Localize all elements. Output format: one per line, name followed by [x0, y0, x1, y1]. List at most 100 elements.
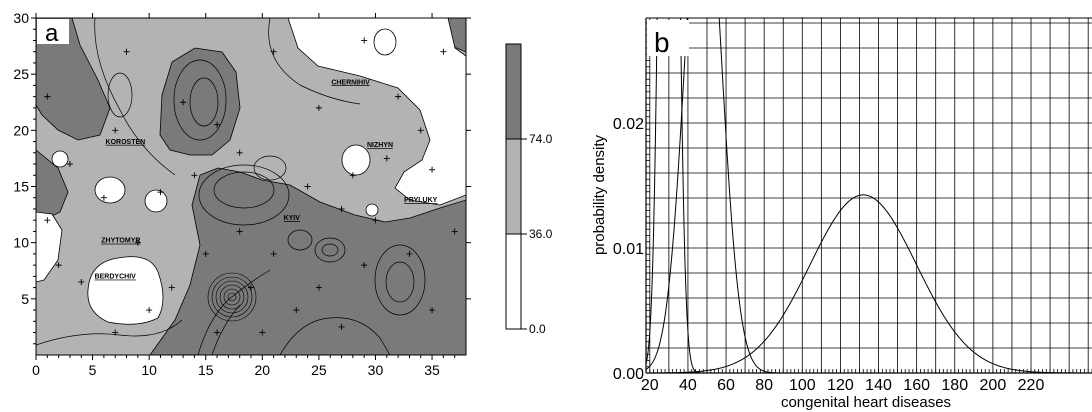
sample-point	[134, 239, 141, 246]
sample-point	[440, 48, 447, 55]
colorbar-low-swatch	[505, 233, 522, 330]
sample-point	[78, 278, 85, 285]
colorbar-label-36: 36.0	[529, 227, 553, 241]
x-tick-label: 20	[641, 377, 659, 394]
sample-point	[349, 172, 356, 179]
x-tick-label: 120	[827, 377, 854, 394]
sample-point	[214, 329, 221, 336]
sample-point	[338, 205, 345, 212]
white-region-small-4	[341, 144, 371, 176]
sample-point	[304, 183, 311, 190]
x-axis-label: congenital heart diseases	[781, 394, 951, 411]
sample-point	[372, 217, 379, 224]
sample-point	[451, 228, 458, 235]
sample-point	[100, 194, 107, 201]
sample-point	[168, 284, 175, 291]
map-y-tick-label: 25	[13, 66, 29, 82]
city-label: KOROSTEN	[106, 139, 146, 146]
x-tick-label: 100	[789, 377, 816, 394]
map-x-tick-label: 10	[141, 362, 157, 378]
city-label: CHERNIHIV	[331, 79, 370, 86]
density-curve-2	[646, 18, 1092, 373]
map-x-tick-label: 35	[424, 362, 440, 378]
map-x-tick-label: 25	[311, 362, 327, 378]
sample-point	[315, 104, 322, 111]
sample-point	[417, 127, 424, 134]
sample-point	[315, 284, 322, 291]
sample-point	[44, 93, 51, 100]
sample-point	[157, 189, 164, 196]
sample-point	[395, 93, 402, 100]
sample-point	[270, 250, 277, 257]
sample-point	[248, 284, 254, 291]
white-region-small-5	[373, 28, 397, 56]
contour-map-panel: CHERNIHIV KOROSTEN NIZHYN PRYLUKY KYIV ZHYTOM…	[13, 10, 471, 378]
map-x-tick-label: 0	[32, 362, 40, 378]
map-y-tick-label: 20	[13, 122, 29, 138]
map-y-tick-label: 30	[13, 10, 29, 26]
sample-point	[214, 121, 221, 128]
colorbar-high-swatch	[505, 43, 522, 140]
panel-b-label: b	[654, 27, 670, 58]
sample-point	[338, 323, 345, 330]
dark-region-southeast	[149, 167, 466, 355]
map-x-tick-label: 30	[368, 362, 384, 378]
sample-point	[112, 329, 119, 336]
sample-point	[44, 217, 51, 224]
white-region-small-6	[365, 203, 379, 217]
sample-point	[146, 307, 153, 314]
map-y-tick-label: 15	[13, 179, 29, 195]
colorbar: 74.0 36.0 0.0	[505, 43, 553, 336]
panel-a-label-box	[37, 19, 69, 44]
city-label: ZHYTOMYR	[101, 238, 140, 245]
sample-point	[293, 307, 300, 314]
density-curves	[646, 18, 1092, 373]
white-region-small-1	[94, 176, 126, 204]
city-label: BERDYCHIV	[95, 274, 137, 281]
x-tick-label: 40	[679, 377, 697, 394]
density-axes: 20 40 60 80 100 120 140 160 180 200 220 0.00 0.01 0.0…	[613, 17, 1092, 394]
x-tick-label: 200	[980, 377, 1007, 394]
sample-point	[191, 172, 198, 179]
x-tick-label: 180	[941, 377, 968, 394]
white-region-small-3	[51, 150, 69, 168]
sample-point	[361, 262, 368, 269]
colorbar-label-0: 0.0	[529, 322, 546, 336]
x-tick-label: 220	[1018, 377, 1045, 394]
sample-point	[429, 166, 436, 173]
sample-point	[180, 99, 187, 106]
map-axes: 0 5 10 15 20 25 30 35 5 10 15 20 25 30	[13, 10, 471, 378]
map-y-tick-label: 10	[13, 235, 29, 251]
dark-region-north	[159, 47, 241, 156]
city-label: KYIV	[284, 215, 301, 222]
singularity-rings	[207, 272, 257, 322]
x-tick-label: 80	[755, 377, 773, 394]
y-tick-label: 0.01	[613, 241, 644, 258]
city-label: PRYLUKY	[404, 197, 438, 204]
sample-point	[406, 250, 413, 257]
map-y-tick-label: 5	[21, 291, 29, 307]
sample-point	[361, 37, 368, 44]
sample-point	[236, 149, 243, 156]
sample-point	[66, 161, 73, 168]
sample-point	[55, 262, 62, 269]
sample-point	[236, 228, 243, 235]
density-chart-panel: 20 40 60 80 100 120 140 160 180 200 220 0.00 0.01 0.0…	[591, 17, 1092, 411]
panel-b-label-box	[647, 20, 689, 56]
dark-region-northwest	[36, 18, 111, 141]
colorbar-mid-swatch	[505, 138, 522, 235]
map-x-tick-label: 5	[89, 362, 97, 378]
map-x-tick-label: 20	[255, 362, 271, 378]
city-label: NIZHYN	[367, 142, 393, 149]
white-region-berdychiv	[87, 256, 164, 325]
x-tick-label: 140	[865, 377, 892, 394]
sample-point	[259, 329, 266, 336]
sample-point	[429, 307, 436, 314]
sample-point	[112, 127, 119, 134]
map-x-tick-label: 15	[198, 362, 214, 378]
density-grid	[646, 18, 1092, 373]
y-axis-label: probability density	[591, 134, 608, 255]
x-tick-label: 160	[903, 377, 930, 394]
sample-point	[270, 48, 277, 55]
colorbar-label-74: 74.0	[529, 132, 553, 146]
